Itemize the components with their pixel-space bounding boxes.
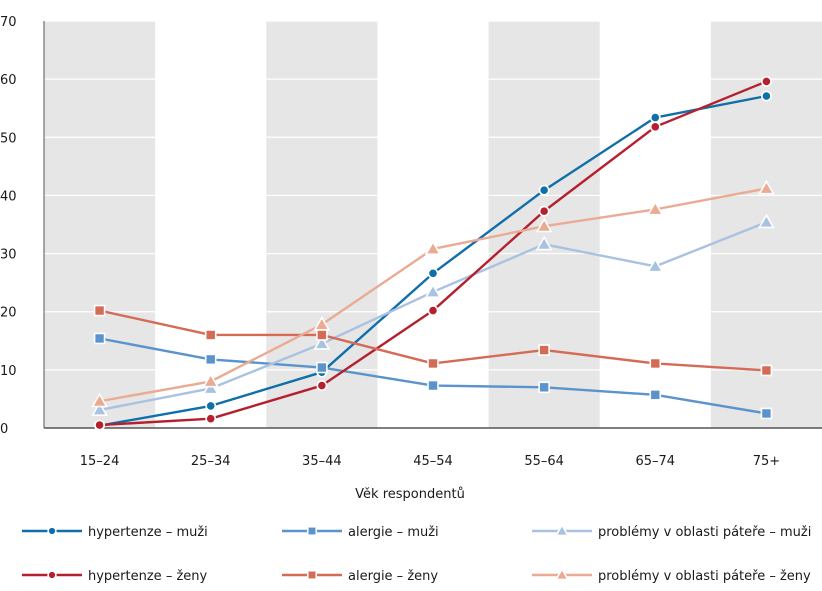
data-point [760,364,773,377]
x-tick-label: 65–74 [635,454,675,469]
legend-swatch-marker [47,570,57,580]
data-point [535,235,553,251]
series-line-1 [99,337,767,415]
data-point [91,392,108,408]
legend-label: hypertenze – ženy [88,569,208,584]
data-point [316,380,328,391]
data-point [761,76,772,87]
data-point [205,413,217,425]
x-axis-ticks: 15–24 25–34 35–44 45–54 55–64 65–74 75+ [80,454,780,469]
y-tick-label: 60 [0,73,17,88]
data-point [427,267,439,279]
series-markers [91,76,775,432]
data-point [535,217,553,233]
data-point [424,240,442,255]
legend-item: alergie – muži [282,525,439,540]
legend-item: problémy v oblasti páteře – muži [532,523,811,540]
x-axis-title: Věk respondentů [355,487,465,502]
gridlines [44,20,822,371]
data-point [760,407,773,420]
data-point [93,332,106,345]
data-point [538,184,550,196]
data-point [538,205,550,217]
data-point [646,257,664,273]
legend-label: problémy v oblasti páteře – muži [598,525,811,540]
legend-swatch-marker [554,523,570,537]
data-point [758,213,775,229]
legend-label: hypertenze – muži [88,525,208,540]
legend-swatch-marker [554,567,570,581]
legend-label: alergie – muži [348,525,439,540]
data-point [93,304,106,317]
y-tick-label: 20 [0,306,17,321]
data-point [427,357,439,370]
legend-swatch-marker [47,526,57,536]
legend-swatch-marker [306,569,318,581]
legend-label: problémy v oblasti páteře – ženy [598,569,811,584]
data-point [94,419,105,431]
legend-item: problémy v oblasti páteře – ženy [532,567,811,584]
background-bands [44,21,822,428]
data-point [538,381,550,394]
data-point [204,329,217,341]
data-point [316,361,328,374]
axes [43,21,822,429]
data-point [538,344,550,356]
data-point [758,179,775,195]
band-0 [44,21,156,428]
data-point [316,329,328,341]
y-tick-label: 10 [0,364,17,379]
data-point [205,400,217,412]
y-tick-label: 0 [0,422,8,437]
data-point [649,121,661,133]
data-point [427,379,439,392]
x-tick-label: 75+ [753,454,780,469]
y-tick-label: 50 [0,131,17,146]
legend-item: hypertenze – muži [22,525,208,540]
data-point [424,283,442,298]
data-point [313,335,331,350]
x-tick-label: 15–24 [80,454,120,469]
x-tick-label: 45–54 [413,454,453,469]
legend-swatch-marker [306,525,318,537]
data-point [202,372,220,388]
data-point [427,305,439,316]
data-point [649,112,661,123]
data-point [649,389,662,401]
data-point [649,357,662,370]
x-tick-label: 55–64 [524,454,564,469]
legend-item: hypertenze – ženy [22,569,208,584]
data-point [91,401,108,417]
data-point [313,315,331,331]
y-tick-label: 40 [0,189,17,204]
data-point [202,379,220,395]
y-tick-label: 70 [0,15,17,30]
data-point [204,353,217,366]
data-point [646,200,664,216]
y-axis-ticks: 0 10 20 30 40 50 60 70 [0,15,17,437]
legend-label: alergie – ženy [348,569,438,584]
x-tick-label: 25–34 [191,454,231,469]
legend-item: alergie – ženy [282,569,438,584]
data-point [761,90,772,102]
y-tick-label: 30 [0,248,17,263]
x-tick-label: 35–44 [302,454,342,469]
legend: hypertenze – muži alergie – muži problémy … [22,523,811,584]
